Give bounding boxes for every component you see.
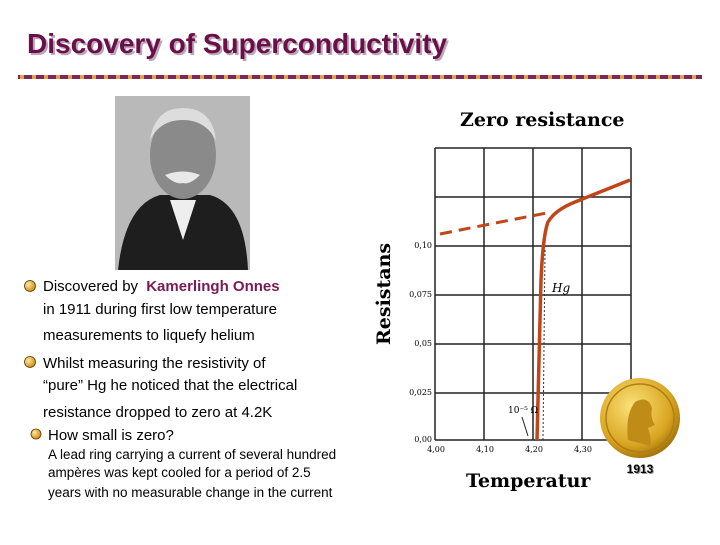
bullet-icon [24, 356, 36, 368]
resistance-curve [535, 178, 631, 441]
bullet-line: ampères was kept cooled for a period of … [48, 465, 311, 480]
nobel-medal: 1913 1913 [600, 378, 680, 477]
figure-y-tick: 0,075 [409, 290, 432, 299]
bullet-line: years with no measurable change in the c… [48, 485, 333, 500]
curve-label: Hg [551, 281, 570, 295]
figure-grid [434, 147, 632, 441]
limit-label: 10⁻⁵ Ω [508, 406, 538, 416]
bullet-highlight: Kamerlingh Onnes [146, 278, 279, 295]
bullet-line: measurements to liquefy helium [43, 327, 255, 344]
figure-x-label: Temperatur [466, 470, 591, 492]
bullet-lead: Discovered by [43, 278, 142, 295]
figure-y-tick: 0,00 [414, 435, 432, 444]
medal-year: 1913 [627, 462, 654, 476]
medal-year-shadow: 1913 [628, 463, 655, 477]
bullet-text: Discovered by Kamerlingh Onnes [43, 278, 280, 295]
bullet-line: Whilst measuring the resistivity of [43, 355, 266, 372]
figure-y-tick: 0,05 [414, 339, 432, 348]
bullet-list: Discovered by Kamerlingh Onnes in 1911 du… [24, 278, 336, 500]
bullet-line: “pure” Hg he noticed that the electrical [43, 377, 297, 394]
bullet-heading: How small is zero? [48, 427, 174, 444]
figure-y-tick: 0,10 [414, 241, 432, 250]
figure-x-tick: 4,00 [427, 445, 445, 454]
limit-pointer [521, 416, 529, 437]
title-rule [18, 75, 702, 79]
figure-x-tick: 4,10 [476, 445, 494, 454]
figure-x-tick: 4,30 [574, 445, 592, 454]
resistance-figure: Zero resistance Resistans Temperatur 0,1… [373, 109, 632, 492]
bullet-line: A lead ring carrying a current of severa… [48, 447, 336, 462]
portrait [115, 96, 250, 270]
bullet-icon [30, 428, 42, 440]
measured-points [542, 249, 546, 441]
figure-y-label: Resistans [373, 243, 395, 345]
title: Discovery of Superconductivity [27, 28, 448, 59]
bullet-icon [24, 280, 36, 292]
bullet-line: resistance dropped to zero at 4.2K [43, 404, 272, 421]
title-shadow: Discovery of Superconductivity [29, 30, 450, 61]
figure-title: Zero resistance [460, 109, 625, 131]
figure-y-tick: 0,025 [409, 388, 432, 397]
figure-x-tick: 4,20 [525, 445, 543, 454]
bullet-line: in 1911 during first low temperature [43, 301, 277, 318]
extrapolated-curve [439, 210, 553, 236]
